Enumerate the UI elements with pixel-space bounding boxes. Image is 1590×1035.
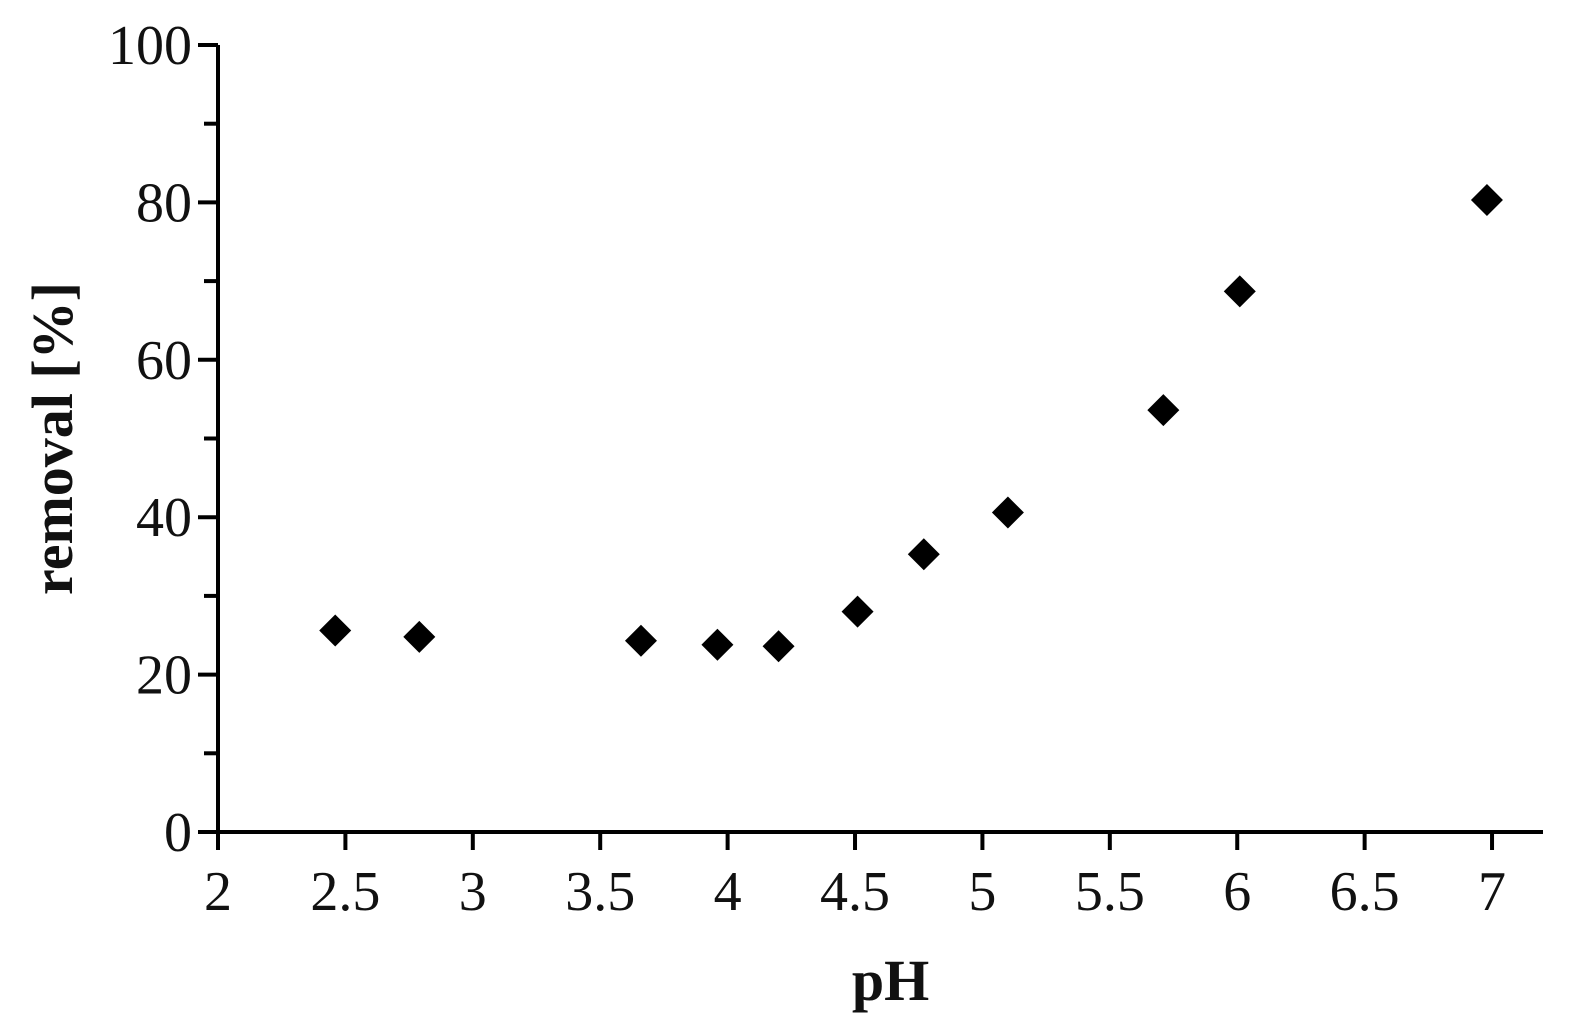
data-point-marker bbox=[624, 624, 657, 657]
x-tick-label: 6.5 bbox=[1330, 861, 1400, 923]
y-axis-title: removal [%] bbox=[20, 282, 85, 595]
y-tick-label: 40 bbox=[136, 487, 192, 549]
data-point-marker bbox=[1470, 184, 1503, 217]
x-tick-label: 3.5 bbox=[565, 861, 635, 923]
x-tick-label: 7 bbox=[1478, 861, 1506, 923]
x-tick-label: 4.5 bbox=[820, 861, 890, 923]
data-point-marker bbox=[991, 496, 1024, 529]
data-point-marker bbox=[907, 538, 940, 571]
data-point-marker bbox=[762, 630, 795, 663]
x-tick-label: 3 bbox=[459, 861, 487, 923]
data-point-marker bbox=[1223, 275, 1256, 308]
data-points bbox=[319, 184, 1503, 663]
x-tick-label: 2 bbox=[204, 861, 232, 923]
x-tick-label: 2.5 bbox=[310, 861, 380, 923]
data-point-marker bbox=[701, 628, 734, 661]
y-tick-label: 60 bbox=[136, 330, 192, 392]
y-tick-label: 80 bbox=[136, 172, 192, 234]
y-tick-label: 0 bbox=[164, 802, 192, 864]
x-axis: 2 2.5 3 3.5 4 4.5 5 5.5 6 6.5 7 bbox=[204, 830, 1543, 923]
data-point-marker bbox=[1147, 394, 1180, 427]
x-tick-label: 6 bbox=[1223, 861, 1251, 923]
x-tick-label: 5 bbox=[968, 861, 996, 923]
x-axis-title: pH bbox=[852, 948, 929, 1013]
data-point-marker bbox=[319, 614, 352, 647]
x-tick-label: 4 bbox=[714, 861, 742, 923]
y-tick-label: 20 bbox=[136, 645, 192, 707]
y-tick-label: 100 bbox=[108, 15, 192, 77]
y-axis: 0 20 40 60 80 100 bbox=[108, 15, 220, 864]
data-point-marker bbox=[403, 620, 436, 653]
x-tick-label: 5.5 bbox=[1075, 861, 1145, 923]
data-point-marker bbox=[841, 595, 874, 628]
